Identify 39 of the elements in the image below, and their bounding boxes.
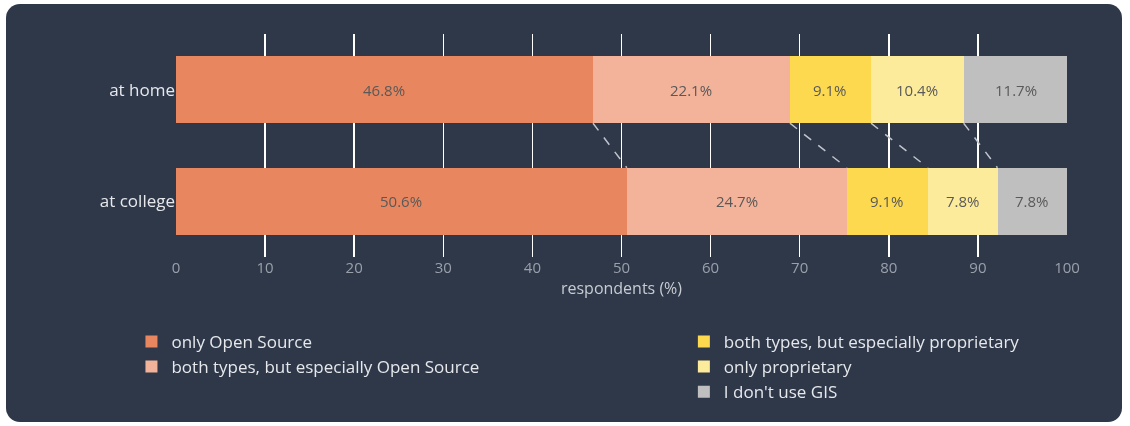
bar [963,56,1067,124]
bar [789,56,871,124]
legend-label: both types, but especially proprietary [723,330,1020,354]
data-label: 24.7% [716,191,759,211]
bar [846,167,928,235]
legend-label: only Open Source [171,330,312,354]
x-tick-label: 20 [345,257,363,277]
y-tick-label: at college [99,189,175,213]
data-label: 7.8% [946,191,980,211]
bar [997,167,1067,235]
data-label: 9.1% [870,191,904,211]
data-label: 9.1% [813,80,847,100]
x-tick-label: 70 [791,257,809,277]
x-tick-label: 40 [523,257,541,277]
data-label: 46.8% [363,80,406,100]
legend-label: I don't use GIS [723,380,838,404]
legend-label: both types, but especially Open Source [171,355,480,379]
x-tick-label: 100 [1054,257,1080,277]
legend-label: only proprietary [723,355,852,379]
x-axis-title: respondents (%) [560,277,683,299]
x-tick-label: 10 [256,257,274,277]
bar [176,56,593,124]
y-tick-label: at home [109,77,175,101]
x-tick-label: 80 [880,257,898,277]
data-label: 11.7% [995,80,1038,100]
bar [592,56,790,124]
data-label: 10.4% [896,80,939,100]
bar [928,167,998,235]
x-tick-label: 0 [171,257,181,277]
x-tick-label: 50 [612,257,631,277]
data-label: 22.1% [670,80,713,100]
bar [176,167,627,235]
data-label: 7.8% [1015,191,1049,211]
x-tick-label: 60 [702,257,720,277]
data-label: 50.6% [380,191,423,211]
bar [870,56,964,124]
x-tick-label: 90 [969,257,987,277]
x-tick-label: 30 [434,257,452,277]
bar [626,167,847,235]
